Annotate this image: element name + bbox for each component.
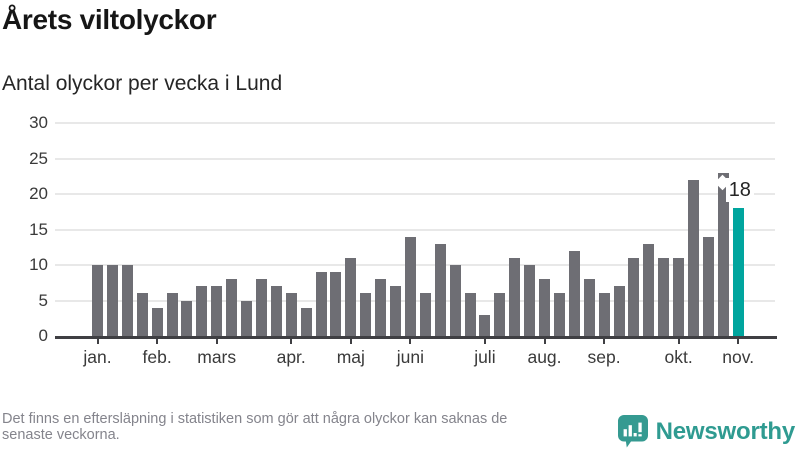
y-tick-label-25: 25 <box>29 148 48 168</box>
bar-week-29 <box>509 257 521 336</box>
bar-week-5 <box>151 307 163 336</box>
bar-week-22 <box>404 236 416 336</box>
footnote: Det finns en eftersläpning i statistiken… <box>2 411 507 443</box>
x-tick-sep <box>603 339 606 344</box>
bar-week-42 <box>702 236 714 336</box>
latest-value-annotation: 18 <box>725 178 754 203</box>
x-tick-okt <box>677 339 680 344</box>
bar-week-4 <box>136 293 148 336</box>
bar-week-27 <box>479 314 491 336</box>
newsworthy-wordmark: Newsworthy <box>655 417 796 445</box>
x-label-juli: juli <box>474 347 496 367</box>
x-label-maj: maj <box>336 347 365 367</box>
y-tick-label-0: 0 <box>38 326 48 345</box>
gridline-20 <box>55 193 775 195</box>
bar-week-28 <box>494 293 506 336</box>
bar-week-3 <box>121 265 133 336</box>
bar-week-26 <box>464 293 476 336</box>
x-label-nov: nov. <box>722 347 755 367</box>
x-tick-juni <box>409 339 412 344</box>
bar-week-40 <box>673 257 685 336</box>
newsworthy-logo-icon <box>617 415 648 448</box>
footnote-line1: Det finns en eftersläpning i statistiken… <box>2 411 508 427</box>
bar-week-21 <box>390 286 401 336</box>
x-tick-feb <box>156 339 159 344</box>
bar-week-35 <box>598 293 610 336</box>
bar-week-18 <box>345 257 357 336</box>
x-label-mars: mars <box>197 347 237 367</box>
bar-week-19 <box>360 293 372 336</box>
bar-week-38 <box>643 243 655 336</box>
bar-week-16 <box>315 272 327 336</box>
bar-week-7 <box>181 300 193 336</box>
bar-week-12 <box>255 279 267 336</box>
bar-week-14 <box>285 293 297 336</box>
bar-week-8 <box>196 286 208 336</box>
x-label-apr: apr. <box>276 347 306 367</box>
footnote-line2: senaste veckorna. <box>2 427 120 443</box>
bar-week-41 <box>688 179 699 336</box>
x-label-jan: jan. <box>83 347 112 367</box>
bar-week-15 <box>300 307 312 336</box>
y-tick-label-10: 10 <box>29 255 48 274</box>
newsworthy-brand: Newsworthy <box>617 415 796 448</box>
bar-week-13 <box>270 286 282 336</box>
gridline-25 <box>55 157 775 160</box>
bar-week-34 <box>583 279 595 336</box>
bar-week-11 <box>241 300 252 336</box>
bar-week-43 <box>717 172 729 336</box>
x-tick-nov <box>737 339 740 344</box>
x-axis-line <box>55 336 777 339</box>
bar-week-6 <box>166 293 178 336</box>
bar-week-23 <box>419 293 431 336</box>
bar-week-24 <box>434 243 446 336</box>
gridline-30 <box>55 122 775 124</box>
x-label-juni: juni <box>396 347 425 367</box>
bar-week-25 <box>449 265 461 336</box>
bar-chart-plot-area <box>55 122 777 339</box>
chart-subtitle: Antal olyckor per vecka i Lund <box>2 72 283 95</box>
bar-week-33 <box>568 250 580 336</box>
y-tick-label-30: 30 <box>29 113 48 132</box>
x-label-aug: aug. <box>527 347 562 367</box>
x-tick-apr <box>290 339 293 344</box>
bar-week-17 <box>330 272 342 336</box>
y-tick-label-20: 20 <box>29 184 48 203</box>
x-tick-aug <box>543 339 546 344</box>
bar-week-20 <box>375 279 387 336</box>
gridline-15 <box>55 228 775 231</box>
x-label-sep: sep. <box>587 347 621 367</box>
y-tick-label-5: 5 <box>38 290 48 310</box>
bar-week-37 <box>628 257 640 336</box>
bar-week-10 <box>226 279 238 336</box>
bar-week-30 <box>524 265 536 336</box>
bar-week-39 <box>658 257 670 336</box>
x-tick-juli <box>483 339 486 344</box>
x-label-feb: feb. <box>142 347 172 367</box>
bar-week-36 <box>613 286 625 336</box>
x-tick-mars <box>215 339 218 344</box>
x-tick-maj <box>349 339 352 344</box>
bar-week-44 <box>732 208 744 336</box>
bar-week-31 <box>539 279 550 336</box>
bar-week-2 <box>106 265 118 336</box>
page-title: Årets viltolyckor <box>2 4 217 35</box>
y-tick-label-15: 15 <box>29 219 48 239</box>
bar-week-9 <box>211 286 223 336</box>
bar-week-1 <box>92 265 103 336</box>
x-label-okt: okt. <box>664 347 693 367</box>
x-tick-jan <box>96 339 99 344</box>
bar-week-32 <box>553 293 565 336</box>
